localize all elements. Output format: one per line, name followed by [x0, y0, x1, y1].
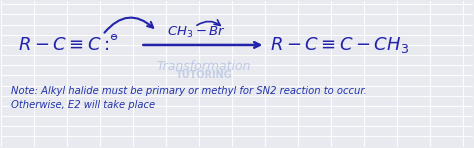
Text: $R-C\equiv C-CH_3$: $R-C\equiv C-CH_3$: [270, 35, 409, 55]
Text: TUTORING: TUTORING: [176, 70, 232, 80]
Text: $R-C\equiv C:$: $R-C\equiv C:$: [18, 36, 109, 54]
Text: ⊖: ⊖: [109, 32, 118, 42]
Text: Otherwise, E2 will take place: Otherwise, E2 will take place: [11, 100, 155, 110]
Text: Transformation: Transformation: [157, 59, 251, 73]
Text: Note: Alkyl halide must be primary or methyl for SN2 reaction to occur.: Note: Alkyl halide must be primary or me…: [11, 86, 366, 96]
Text: $CH_3-Br$: $CH_3-Br$: [167, 25, 227, 40]
